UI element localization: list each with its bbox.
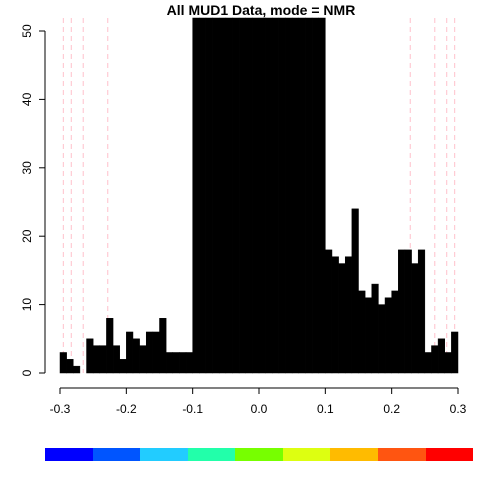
- histogram-bar: [185, 352, 193, 374]
- legend-swatch: [140, 448, 188, 461]
- histogram-bar: [444, 352, 452, 374]
- histogram-bar: [112, 345, 120, 374]
- histogram-bar: [364, 297, 373, 374]
- legend-swatch: [92, 448, 141, 461]
- histogram-bar: [358, 290, 366, 374]
- y-tick-label: 20: [20, 229, 34, 243]
- histogram-bar: [205, 17, 213, 374]
- histogram-bar: [225, 17, 233, 374]
- histogram-bar: [338, 263, 346, 374]
- legend-swatch: [425, 448, 474, 461]
- histogram-bar: [132, 338, 140, 374]
- histogram-bar: [411, 263, 419, 374]
- y-tick-label: 40: [20, 92, 34, 106]
- histogram-bar: [245, 17, 253, 374]
- histogram-bar: [265, 17, 273, 374]
- histogram-bar: [73, 365, 81, 374]
- histogram-bar: [66, 359, 74, 374]
- histogram-bar: [179, 352, 187, 374]
- histogram-bar: [417, 249, 426, 374]
- histogram-bar: [391, 290, 399, 374]
- histogram-bar: [278, 17, 286, 374]
- histogram-bar: [398, 249, 406, 374]
- legend-swatch: [235, 448, 283, 461]
- histogram-bar: [285, 17, 293, 374]
- legend-swatch: [377, 448, 426, 461]
- histogram-bar: [305, 17, 313, 374]
- histogram-bar: [431, 345, 439, 374]
- histogram-bar: [119, 359, 127, 374]
- histogram-bar: [152, 331, 160, 374]
- histogram-bar: [159, 318, 167, 374]
- histogram-bar: [172, 352, 180, 374]
- histogram-bar: [437, 338, 445, 374]
- histogram-bar: [145, 331, 154, 374]
- histogram-bar: [106, 318, 114, 374]
- histogram-bar: [59, 352, 67, 374]
- histogram-bar: [298, 17, 306, 374]
- x-axis: -0.3 -0.2 -0.1 0.0 0.1 0.2 0.3: [50, 387, 467, 416]
- y-tick-label: 50: [20, 24, 34, 38]
- x-tick-label: 0.3: [450, 402, 467, 416]
- histogram-bar: [86, 338, 94, 374]
- histogram-bar: [126, 331, 134, 374]
- histogram-bar: [252, 17, 260, 374]
- histogram-bar: [139, 345, 147, 374]
- histogram-bar: [331, 256, 339, 374]
- histogram-bar: [371, 283, 379, 374]
- histogram-bar: [165, 352, 174, 374]
- histogram-bar: [232, 17, 240, 374]
- histogram-bar: [199, 17, 207, 374]
- y-axis: 0 10 20 30 40 50: [20, 24, 46, 376]
- histogram-bar: [451, 331, 459, 374]
- histogram-bar: [404, 249, 412, 374]
- histogram-bar: [384, 297, 392, 374]
- histogram-bar: [325, 249, 333, 374]
- histogram-bar: [344, 256, 353, 374]
- x-tick-label: 0.0: [251, 402, 268, 416]
- histogram-bar: [258, 17, 266, 374]
- histogram-bar: [272, 17, 280, 374]
- histogram-bar: [218, 17, 227, 374]
- histogram-bar: [291, 17, 300, 374]
- y-tick-label: 10: [20, 298, 34, 312]
- x-tick-label: -0.2: [116, 402, 137, 416]
- histogram-bar: [318, 17, 326, 374]
- histogram-bar: [424, 352, 432, 374]
- histogram-bar: [92, 345, 101, 374]
- y-tick-label: 30: [20, 161, 34, 175]
- histogram-bars: [59, 17, 459, 374]
- color-scale-legend: [45, 448, 474, 461]
- legend-swatch: [45, 448, 93, 461]
- x-tick-label: 0.1: [317, 402, 334, 416]
- chart-title: All MUD1 Data, mode = NMR: [167, 2, 356, 18]
- legend-swatch: [330, 448, 378, 461]
- histogram-bar: [99, 345, 107, 374]
- histogram-bar: [238, 17, 246, 374]
- legend-swatch: [282, 448, 331, 461]
- histogram-bar: [351, 208, 359, 374]
- histogram-bar: [378, 304, 386, 374]
- y-tick-label: 0: [20, 369, 34, 376]
- histogram-bar: [212, 17, 220, 374]
- x-tick-label: -0.3: [50, 402, 71, 416]
- histogram-bar: [192, 17, 200, 374]
- histogram-bar: [311, 17, 319, 374]
- legend-swatch: [187, 448, 236, 461]
- x-tick-label: -0.1: [182, 402, 203, 416]
- x-tick-label: 0.2: [383, 402, 400, 416]
